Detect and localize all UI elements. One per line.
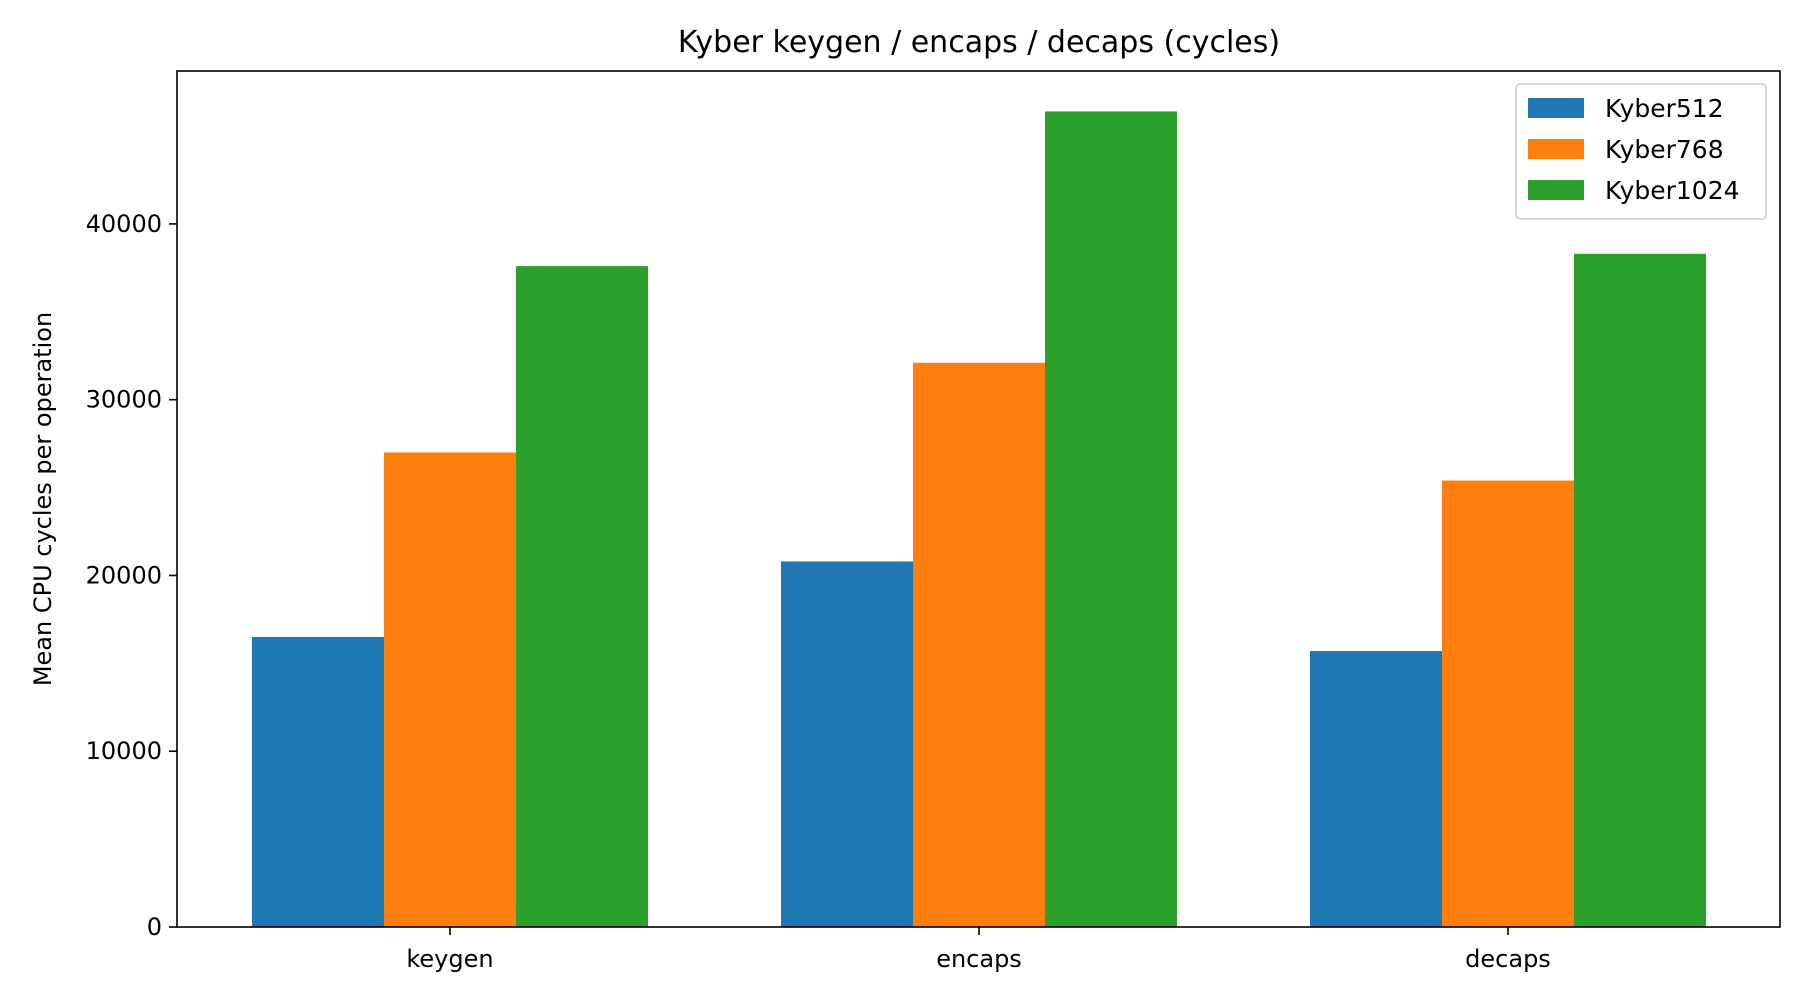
y-tick-label: 40000 xyxy=(86,210,162,238)
y-axis-label: Mean CPU cycles per operation xyxy=(29,312,57,686)
bar-decaps-kyber1024 xyxy=(1574,253,1706,927)
y-tick-label: 0 xyxy=(147,913,162,941)
plot-area-frame xyxy=(176,70,1781,928)
bars-layer xyxy=(252,111,1706,928)
y-axis-ticks: 0 10000 20000 30000 40000 xyxy=(86,210,177,941)
legend-label-kyber512: Kyber512 xyxy=(1605,94,1724,123)
legend-label-kyber768: Kyber768 xyxy=(1605,135,1724,164)
legend-label-kyber1024: Kyber1024 xyxy=(1605,176,1740,205)
y-tick-label: 30000 xyxy=(86,386,162,414)
y-tick-label: 10000 xyxy=(86,737,162,765)
bar-keygen-kyber1024 xyxy=(516,266,648,927)
bar-decaps-kyber512 xyxy=(1310,651,1442,927)
x-axis-ticks: keygen encaps decaps xyxy=(406,927,1551,973)
x-tick-label-keygen: keygen xyxy=(406,945,493,973)
legend-swatch-kyber768 xyxy=(1528,139,1584,159)
legend-swatch-kyber512 xyxy=(1528,98,1584,118)
bar-encaps-kyber512 xyxy=(781,561,913,927)
bar-encaps-kyber768 xyxy=(913,362,1045,928)
x-tick-label-encaps: encaps xyxy=(936,945,1022,973)
bar-keygen-kyber512 xyxy=(252,636,384,927)
legend: Kyber512 Kyber768 Kyber1024 xyxy=(1515,83,1767,220)
x-tick-label-decaps: decaps xyxy=(1465,945,1551,973)
y-tick-label: 20000 xyxy=(86,561,162,589)
bar-keygen-kyber768 xyxy=(384,452,516,927)
legend-swatch-kyber1024 xyxy=(1528,180,1584,200)
bar-encaps-kyber1024 xyxy=(1045,111,1177,927)
bar-decaps-kyber768 xyxy=(1442,480,1574,927)
chart-title: Kyber keygen / encaps / decaps (cycles) xyxy=(678,25,1280,60)
